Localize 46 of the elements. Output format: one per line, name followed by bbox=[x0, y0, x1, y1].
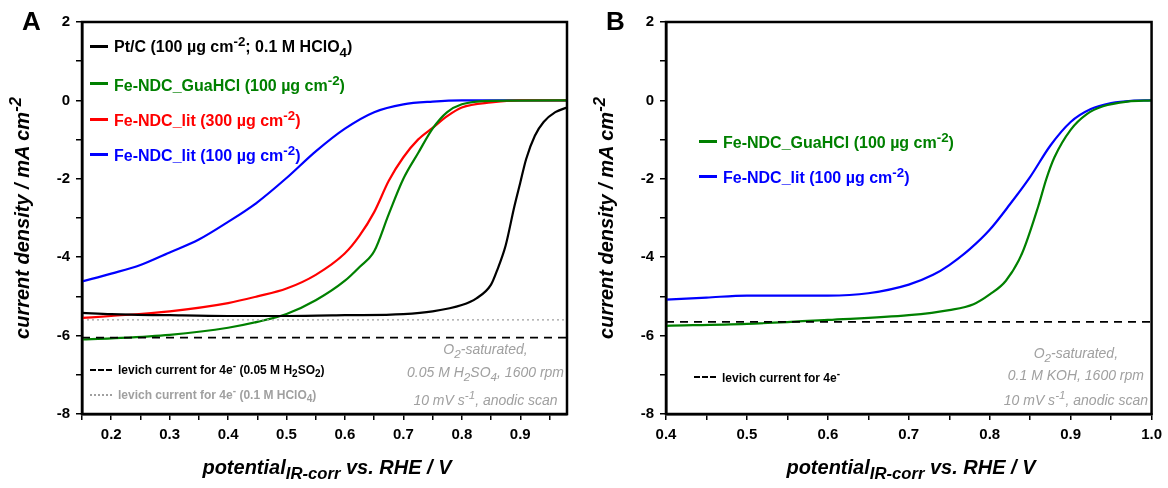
y-tick-label: 0 bbox=[61, 90, 70, 108]
x-axis-title: potential$_{IR-corr}$ vs. RHE / V bbox=[785, 456, 1038, 484]
legend-label: levich current for 4e$^{-}$ bbox=[722, 368, 841, 385]
annotation: 0.05 M H$_{2}$SO$_{4}$, 1600 rpm bbox=[407, 362, 564, 385]
legend-label: Fe-NDC_GuaHCl (100 µg cm$^{-2}$) bbox=[723, 130, 954, 153]
x-tick-label: 0.5 bbox=[736, 425, 758, 443]
x-tick-label: 0.4 bbox=[655, 425, 678, 443]
legend-label: levich current for 4e$^{-}$ (0.05 M H$_{2}$SO$_{2}$) bbox=[118, 360, 325, 380]
x-tick-label: 0.3 bbox=[159, 425, 181, 443]
y-tick-label: -6 bbox=[56, 325, 70, 343]
legend-label: Fe-NDC_lit (100 µg cm$^{-2}$) bbox=[723, 165, 910, 188]
x-tick-label: 0.6 bbox=[334, 425, 356, 443]
legend-label: levich current for 4e$^{-}$ (0.1 M HClO$_{4}$) bbox=[118, 385, 317, 405]
legend-label: Pt/C (100 µg cm$^{-2}$; 0.1 M HClO$_{4}$) bbox=[114, 34, 353, 60]
x-tick-label: 0.9 bbox=[1060, 425, 1082, 443]
chart-title: B bbox=[606, 6, 625, 37]
y-tick-label: -8 bbox=[640, 404, 654, 422]
y-tick-label: -8 bbox=[56, 404, 70, 422]
y-tick-label: -4 bbox=[640, 247, 655, 265]
y-tick-label: 2 bbox=[645, 12, 654, 30]
y-tick-label: -2 bbox=[56, 168, 70, 186]
annotation: 10 mV s$^{-1}$, anodic scan bbox=[1003, 387, 1148, 410]
x-axis-title: potential$_{IR-corr}$ vs. RHE / V bbox=[201, 456, 454, 484]
annotation: O$_{2}$-saturated, bbox=[442, 339, 529, 362]
y-tick-label: -4 bbox=[56, 247, 71, 265]
chart-title: A bbox=[22, 6, 41, 37]
legend-label: Fe-NDC_lit (300 µg cm$^{-2}$) bbox=[114, 107, 301, 131]
x-tick-label: 0.9 bbox=[509, 425, 531, 443]
annotation: 0.1 M KOH, 1600 rpm bbox=[1006, 366, 1145, 386]
y-tick-label: 2 bbox=[61, 12, 70, 30]
x-tick-label: 0.4 bbox=[217, 425, 240, 443]
x-tick-label: 0.8 bbox=[979, 425, 1001, 443]
legend-label: Fe-NDC_GuaHCl (100 µg cm$^{-2}$) bbox=[114, 72, 345, 95]
annotation: O$_{2}$-saturated, bbox=[1032, 343, 1120, 366]
x-tick-label: 0.6 bbox=[817, 425, 839, 443]
x-tick-label: 0.7 bbox=[898, 425, 920, 443]
y-tick-label: -2 bbox=[640, 168, 654, 186]
x-tick-label: 1.0 bbox=[1141, 425, 1162, 443]
x-tick-label: 0.7 bbox=[392, 425, 414, 443]
x-tick-label: 0.8 bbox=[451, 425, 473, 443]
x-tick-label: 0.2 bbox=[100, 425, 122, 443]
annotation: 10 mV s$^{-1}$, anodic scan bbox=[412, 387, 559, 410]
y-tick-label: -6 bbox=[640, 325, 654, 343]
y-tick-label: 0 bbox=[645, 90, 654, 108]
legend-label: Fe-NDC_lit (100 µg cm$^{-2}$) bbox=[114, 143, 301, 166]
x-tick-label: 0.5 bbox=[276, 425, 297, 443]
